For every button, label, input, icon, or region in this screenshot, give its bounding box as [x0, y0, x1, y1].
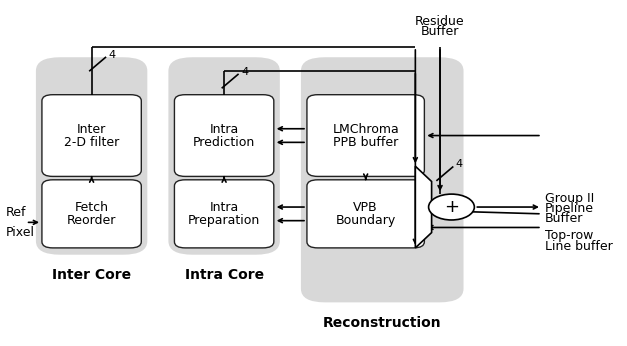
Text: Line buffer: Line buffer — [545, 240, 613, 253]
Text: Ref: Ref — [6, 206, 26, 219]
Text: Fetch: Fetch — [75, 201, 108, 214]
Text: 4: 4 — [456, 159, 463, 169]
Circle shape — [429, 194, 475, 220]
Text: Pipeline: Pipeline — [545, 202, 594, 215]
Text: LMChroma: LMChroma — [332, 122, 399, 136]
Text: 4: 4 — [241, 67, 248, 77]
Text: Residue: Residue — [415, 15, 465, 28]
Text: Intra Core: Intra Core — [184, 268, 264, 282]
Text: 2-D filter: 2-D filter — [64, 136, 119, 148]
Text: Buffer: Buffer — [545, 212, 583, 226]
Text: +: + — [444, 198, 459, 216]
Text: Reconstruction: Reconstruction — [323, 316, 441, 330]
Text: PPB buffer: PPB buffer — [333, 136, 398, 148]
Text: Intra: Intra — [209, 201, 239, 214]
FancyBboxPatch shape — [301, 57, 463, 302]
FancyBboxPatch shape — [169, 57, 280, 255]
Text: Intra: Intra — [209, 122, 239, 136]
FancyBboxPatch shape — [174, 95, 274, 176]
Text: Group II: Group II — [545, 192, 594, 205]
Text: Preparation: Preparation — [188, 214, 260, 227]
FancyBboxPatch shape — [307, 95, 424, 176]
FancyBboxPatch shape — [307, 180, 424, 248]
FancyBboxPatch shape — [42, 180, 141, 248]
FancyBboxPatch shape — [42, 95, 141, 176]
Text: Inter: Inter — [77, 122, 106, 136]
Text: Boundary: Boundary — [335, 214, 396, 227]
Text: VPB: VPB — [354, 201, 378, 214]
FancyBboxPatch shape — [36, 57, 147, 255]
Text: Pixel: Pixel — [6, 226, 34, 239]
Text: Top-row: Top-row — [545, 229, 593, 243]
Polygon shape — [415, 166, 431, 248]
Text: Prediction: Prediction — [193, 136, 255, 148]
Text: Reorder: Reorder — [67, 214, 116, 227]
Text: Buffer: Buffer — [421, 25, 459, 38]
Text: Inter Core: Inter Core — [52, 268, 131, 282]
FancyBboxPatch shape — [174, 180, 274, 248]
Text: 4: 4 — [108, 49, 115, 60]
